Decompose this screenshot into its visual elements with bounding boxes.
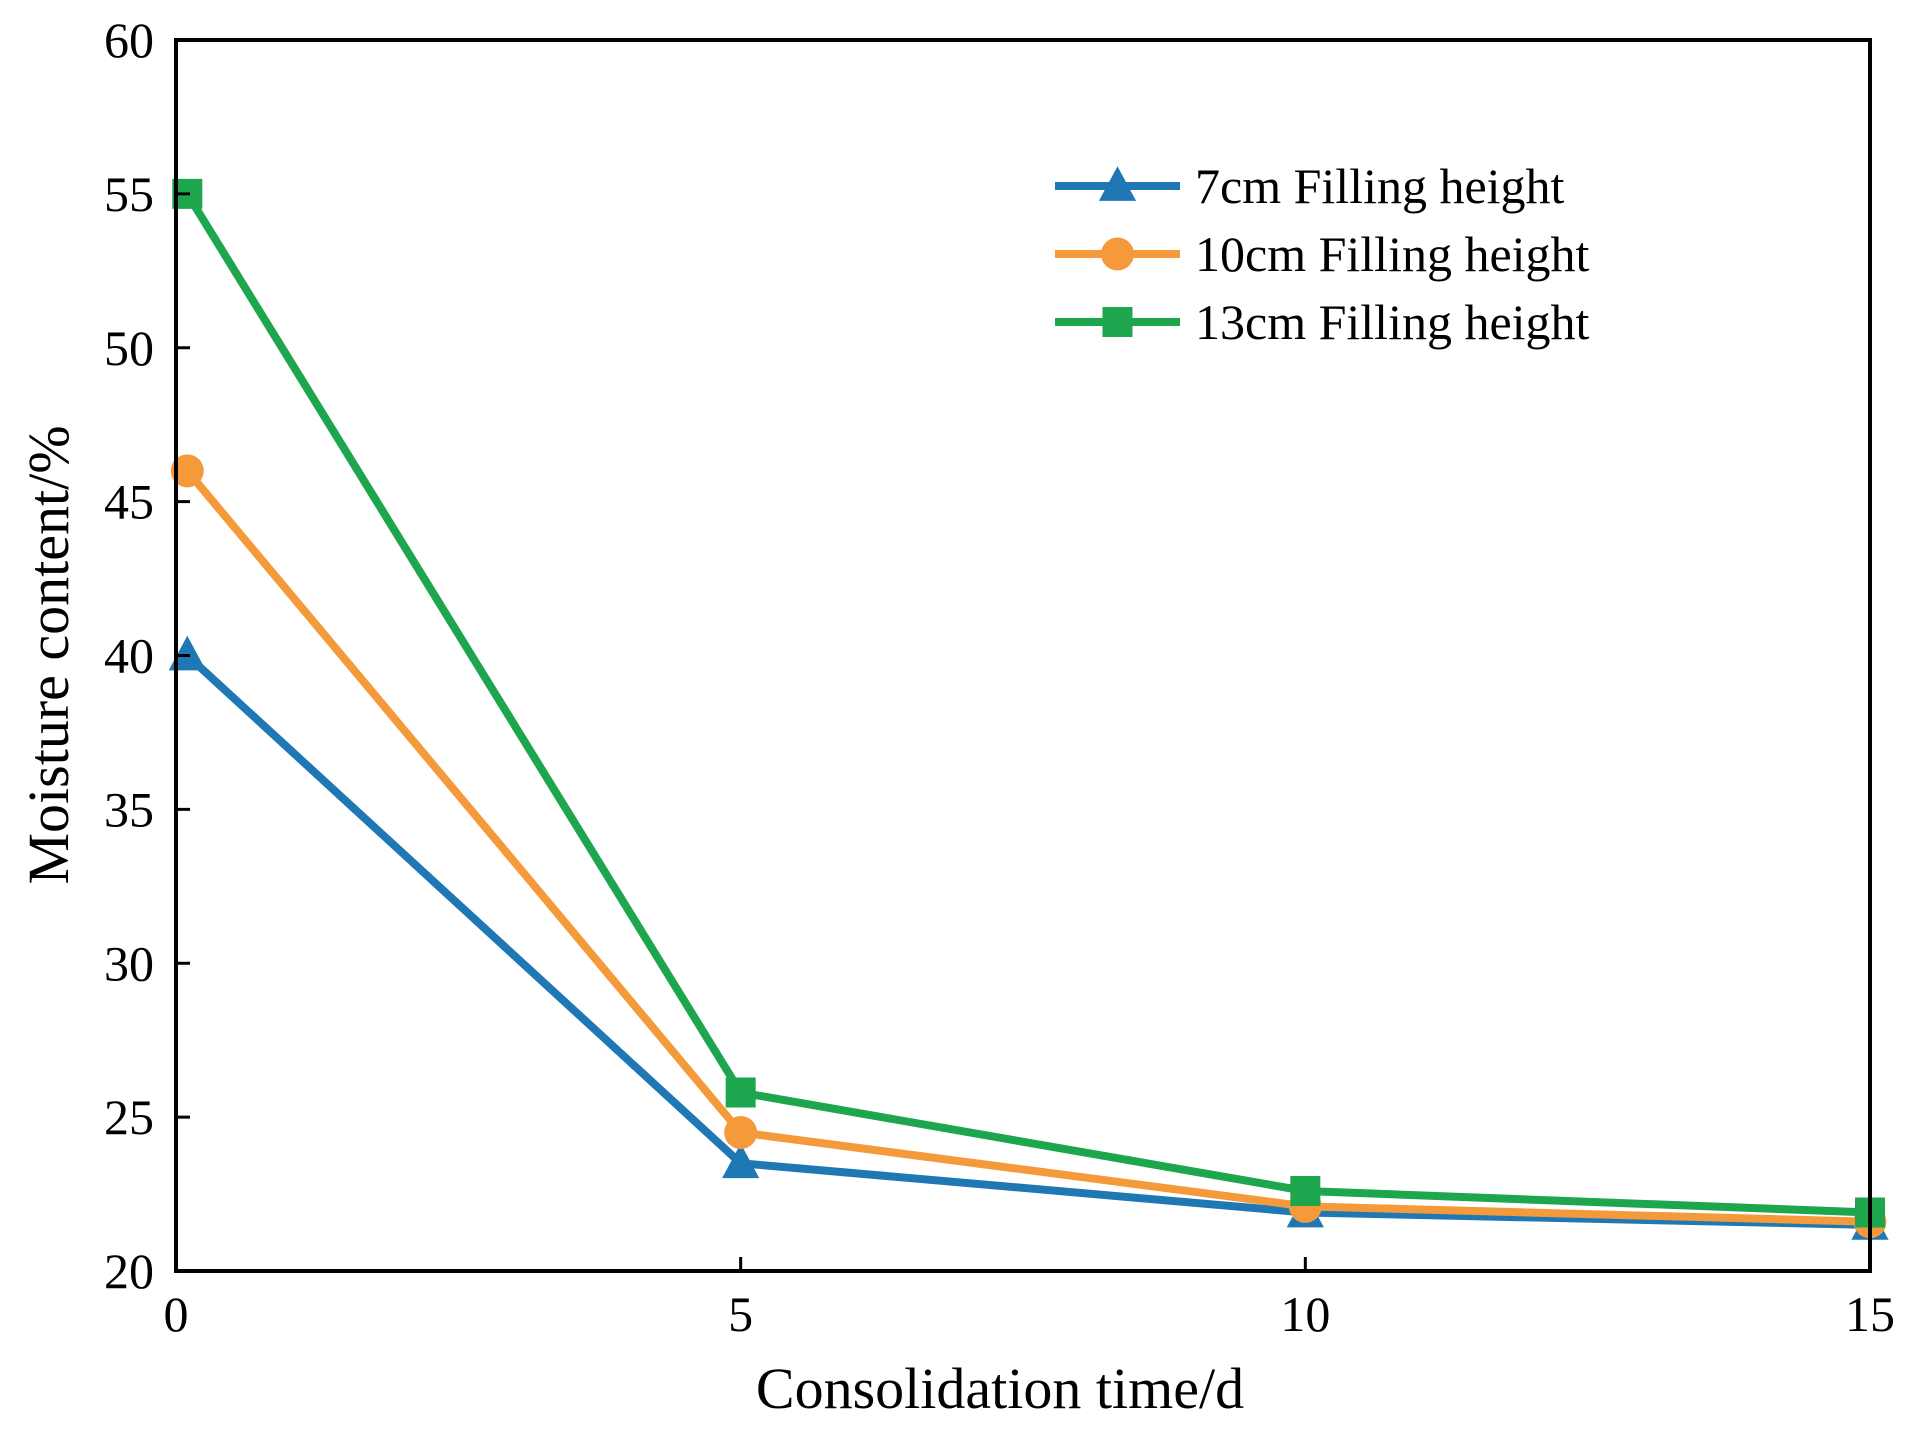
x-tick-label: 5 [728, 1286, 753, 1342]
legend-marker [1101, 237, 1134, 271]
data-point [170, 454, 204, 488]
y-tick-label: 20 [104, 1243, 154, 1299]
x-tick-label: 10 [1280, 1286, 1330, 1342]
y-tick-label: 50 [104, 320, 154, 376]
legend: 7cm Filling height 10cm Filling height 13c… [1055, 158, 1590, 350]
legend-marker [1098, 166, 1137, 201]
legend-marker [1102, 307, 1133, 337]
y-tick-label: 30 [104, 935, 154, 991]
legend-item: 13cm Filling height [1055, 294, 1590, 350]
series-line [184, 652, 1871, 1229]
series-3 [172, 178, 1885, 1228]
y-tick-label: 25 [104, 1089, 154, 1145]
legend-label: 10cm Filling height [1195, 226, 1590, 282]
series-1 [168, 635, 1889, 1240]
series-layer [168, 178, 1889, 1240]
legend-label: 13cm Filling height [1195, 294, 1590, 350]
legend-item: 7cm Filling height [1055, 158, 1565, 214]
y-tick-label: 60 [104, 12, 154, 68]
axis-ticks: 0 5 10 15 20 25 30 35 40 45 50 55 60 [104, 12, 1895, 1342]
series-line [184, 468, 1871, 1226]
data-point [725, 1077, 756, 1108]
legend-label: 7cm Filling height [1195, 158, 1565, 214]
plot-frame [174, 38, 1872, 1273]
y-tick-label: 45 [104, 474, 154, 530]
series-2 [170, 454, 1887, 1239]
y-tick-label: 35 [104, 781, 154, 837]
y-axis-title: Moisture content/% [16, 425, 81, 884]
data-point [1290, 1175, 1321, 1206]
x-tick-label: 15 [1845, 1286, 1895, 1342]
x-axis-title: Consolidation time/d [756, 1356, 1244, 1421]
y-tick-label: 55 [104, 166, 154, 222]
series-line [183, 191, 1871, 1217]
data-point [722, 1143, 760, 1179]
x-tick-label: 0 [164, 1286, 189, 1342]
data-point [724, 1116, 758, 1150]
y-tick-label: 40 [104, 628, 154, 684]
legend-item: 10cm Filling height [1055, 226, 1590, 282]
